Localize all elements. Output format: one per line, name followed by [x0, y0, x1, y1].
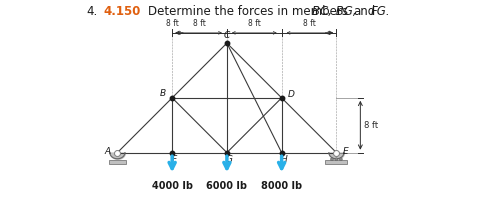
Circle shape: [335, 158, 338, 161]
Text: B: B: [160, 89, 165, 98]
Text: C: C: [224, 31, 230, 40]
Text: Determine the forces in members: Determine the forces in members: [148, 6, 348, 19]
Text: H: H: [280, 155, 287, 164]
Text: A: A: [104, 147, 110, 156]
Text: 8000 lb: 8000 lb: [261, 181, 302, 191]
Text: E: E: [343, 147, 349, 156]
Text: D: D: [288, 90, 295, 99]
Text: 4.: 4.: [86, 6, 98, 19]
Text: 8 ft: 8 ft: [365, 121, 379, 130]
Bar: [109, 160, 125, 164]
Text: F: F: [172, 155, 177, 164]
Text: 8 ft: 8 ft: [303, 19, 315, 28]
Circle shape: [330, 158, 333, 161]
Circle shape: [339, 158, 343, 161]
Text: FG.: FG.: [370, 6, 390, 19]
Text: BC, BG,: BC, BG,: [312, 6, 357, 19]
Text: 6000 lb: 6000 lb: [206, 181, 247, 191]
Text: and: and: [353, 6, 376, 19]
Text: 4000 lb: 4000 lb: [152, 181, 193, 191]
Bar: [325, 160, 347, 164]
Text: 4.150: 4.150: [104, 6, 141, 19]
Text: G: G: [225, 155, 232, 164]
Text: 8 ft: 8 ft: [248, 19, 261, 28]
Text: 8 ft: 8 ft: [193, 19, 206, 28]
Text: 8 ft: 8 ft: [166, 19, 179, 28]
